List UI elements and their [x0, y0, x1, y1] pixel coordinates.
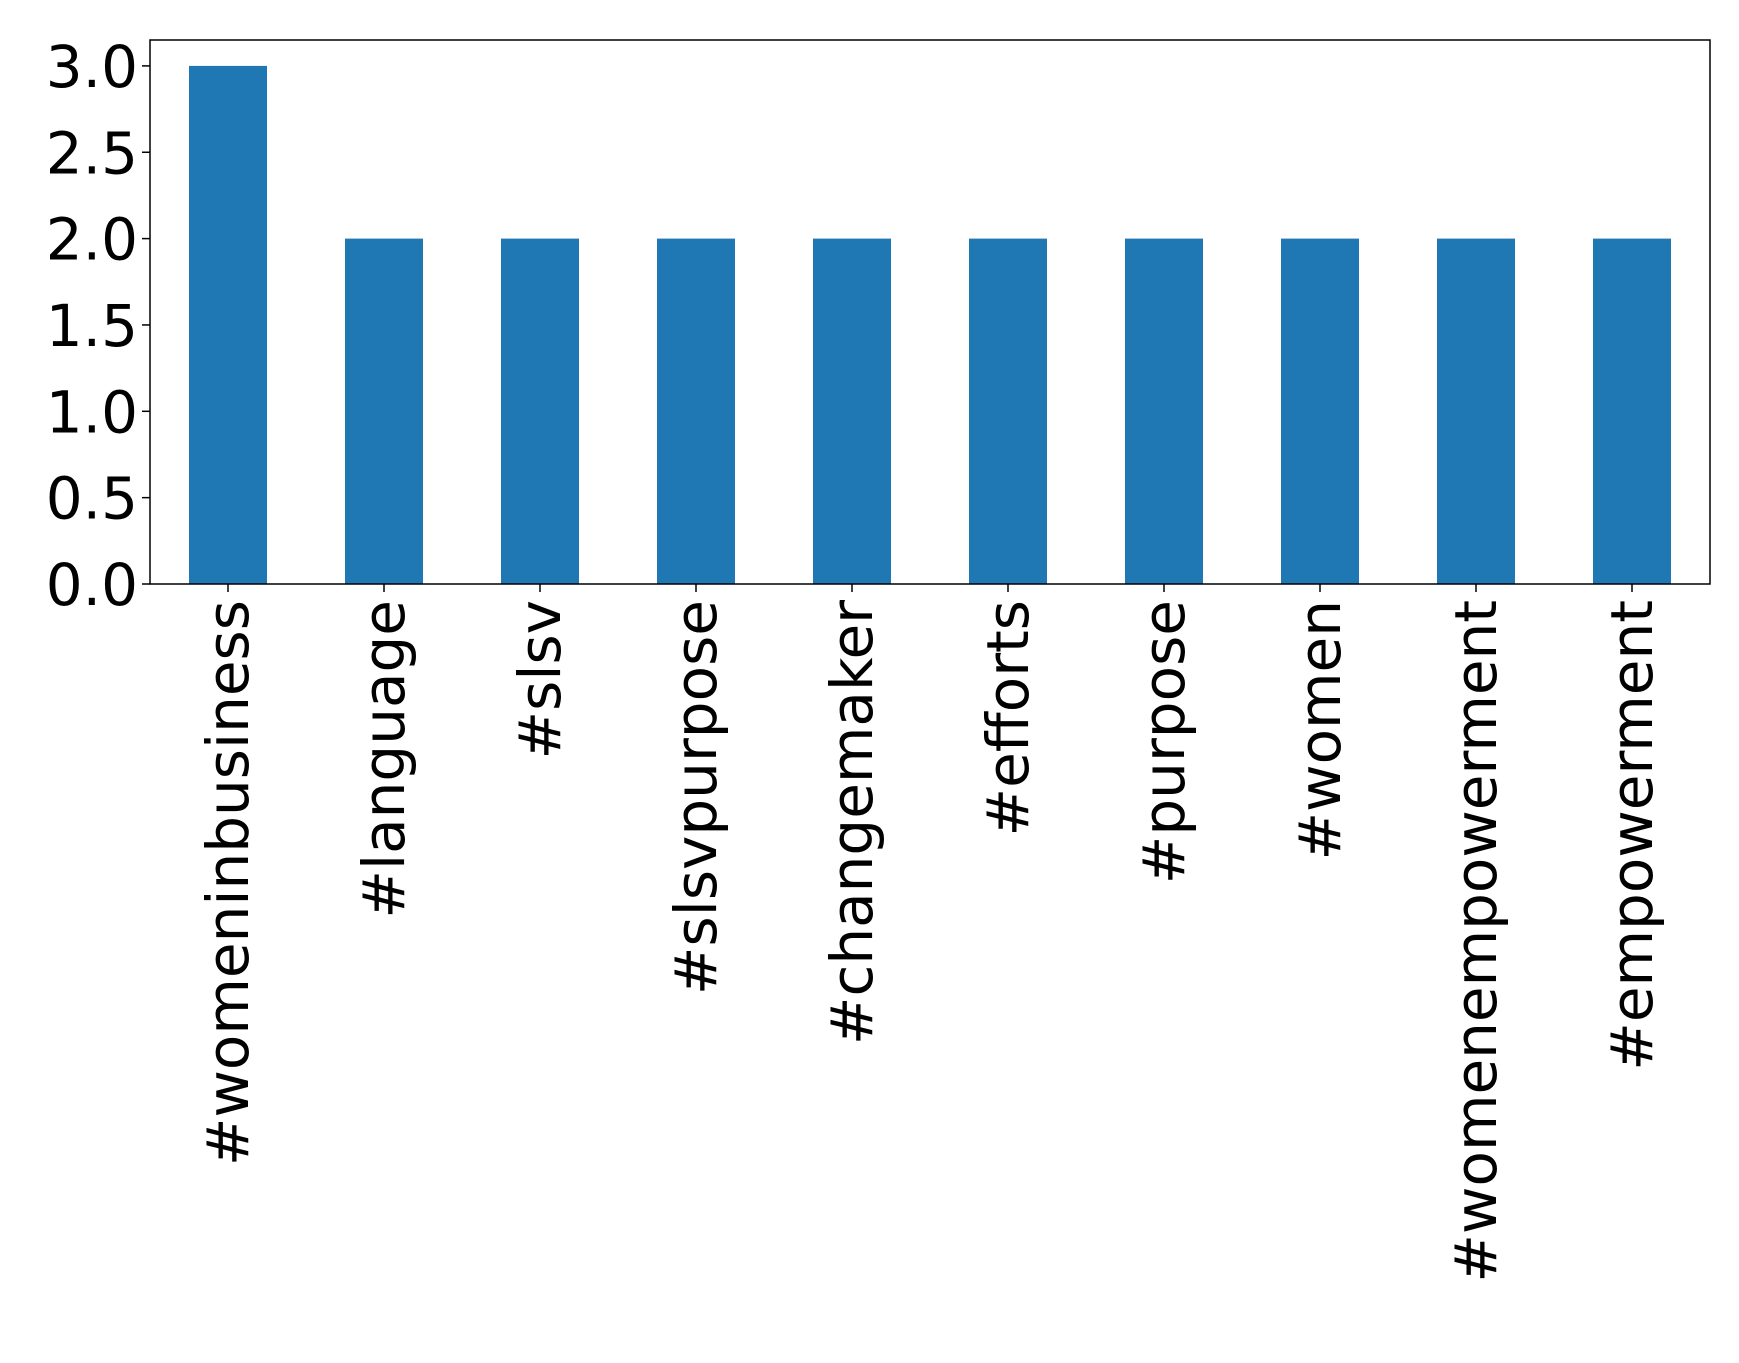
plot-frame [149, 39, 1711, 585]
x-tick-label: #women [1286, 600, 1354, 860]
x-tick-label: #womenempowerment [1442, 600, 1510, 1283]
y-tick-label: 1.5 [46, 292, 138, 360]
bar-efforts [969, 238, 1047, 584]
x-axis: #womeninbusiness #language #slsv #slsvpurpo… [194, 584, 1666, 1283]
x-tick-label: #womeninbusiness [194, 600, 262, 1166]
y-tick-label: 2.5 [46, 119, 138, 187]
bars-group [189, 65, 1671, 584]
x-tick-label: #slsv [506, 600, 574, 759]
bar-slsv [501, 238, 579, 584]
bar-language [345, 238, 423, 584]
x-tick-label: #efforts [974, 600, 1042, 837]
bar-purpose [1125, 238, 1203, 584]
x-tick-label: #slsvpurpose [662, 600, 730, 995]
y-tick-label: 0.0 [46, 551, 138, 619]
bar-slsvpurpose [657, 238, 735, 584]
y-tick-label: 2.0 [46, 206, 138, 274]
x-tick-label: #empowerment [1598, 600, 1666, 1071]
x-tick-label: #purpose [1130, 600, 1198, 884]
bar-womeninbusiness [189, 65, 267, 584]
y-axis: 0.0 0.5 1.0 1.5 2.0 2.5 3.0 [46, 33, 150, 619]
bar-empowerment [1593, 238, 1671, 584]
x-tick-label: #changemaker [818, 600, 886, 1045]
x-tick-label: #language [350, 600, 418, 919]
bar-changemaker [813, 238, 891, 584]
y-tick-label: 1.0 [46, 378, 138, 446]
y-tick-label: 3.0 [46, 33, 138, 101]
y-tick-label: 0.5 [46, 465, 138, 533]
bar-women [1281, 238, 1359, 584]
bar-womenempowerment [1437, 238, 1515, 584]
